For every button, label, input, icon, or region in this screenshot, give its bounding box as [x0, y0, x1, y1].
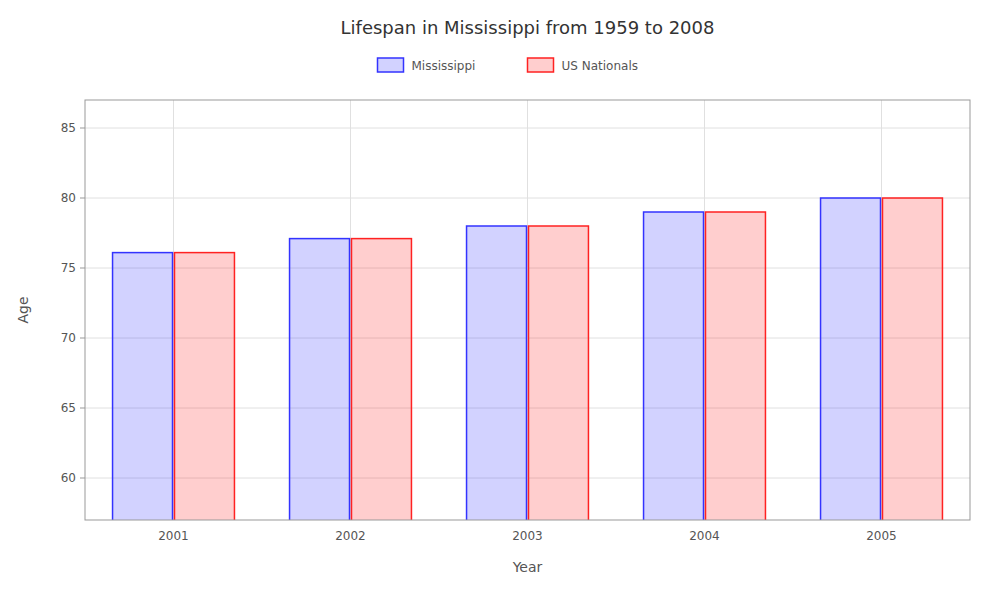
bar [113, 253, 173, 520]
tick-label: 2004 [689, 529, 720, 543]
tick-label: 65 [61, 401, 76, 415]
tick [80, 478, 85, 479]
tick-label: 2002 [335, 529, 366, 543]
tick-label: 80 [61, 191, 76, 205]
tick [80, 198, 85, 199]
chart: 60 65 70 75 80 85 2001 2002 2003 2004 2005 Lifespan… [0, 0, 1000, 600]
legend: Mississippi US Nationals [378, 58, 638, 73]
tick [80, 338, 85, 339]
bar [290, 239, 350, 520]
axis-label: Age [15, 296, 31, 323]
legend-swatch [528, 58, 554, 72]
axis-label: Year [512, 559, 543, 575]
bar [175, 253, 235, 520]
tick-label: 2001 [158, 529, 189, 543]
bar [352, 239, 412, 520]
bar [883, 198, 943, 520]
title: Lifespan in Mississippi from 1959 to 200… [341, 17, 715, 38]
x-axis: 2001 2002 2003 2004 2005 [158, 529, 897, 543]
bar [821, 198, 881, 520]
legend-label: US Nationals [562, 59, 638, 73]
tick-label: 70 [61, 331, 76, 345]
tick-label: 2003 [512, 529, 543, 543]
bar [467, 226, 527, 520]
bar [706, 212, 766, 520]
tick [80, 128, 85, 129]
legend-swatch [378, 58, 404, 72]
bar [529, 226, 589, 520]
legend-label: Mississippi [412, 59, 476, 73]
tick-label: 85 [61, 121, 76, 135]
plot-frame [85, 100, 970, 520]
bars [113, 198, 943, 520]
tick [80, 268, 85, 269]
tick-label: 75 [61, 261, 76, 275]
tick [80, 408, 85, 409]
tick-label: 2005 [866, 529, 897, 543]
y-axis: 60 65 70 75 80 85 [61, 121, 85, 485]
tick-label: 60 [61, 471, 76, 485]
bar [644, 212, 704, 520]
